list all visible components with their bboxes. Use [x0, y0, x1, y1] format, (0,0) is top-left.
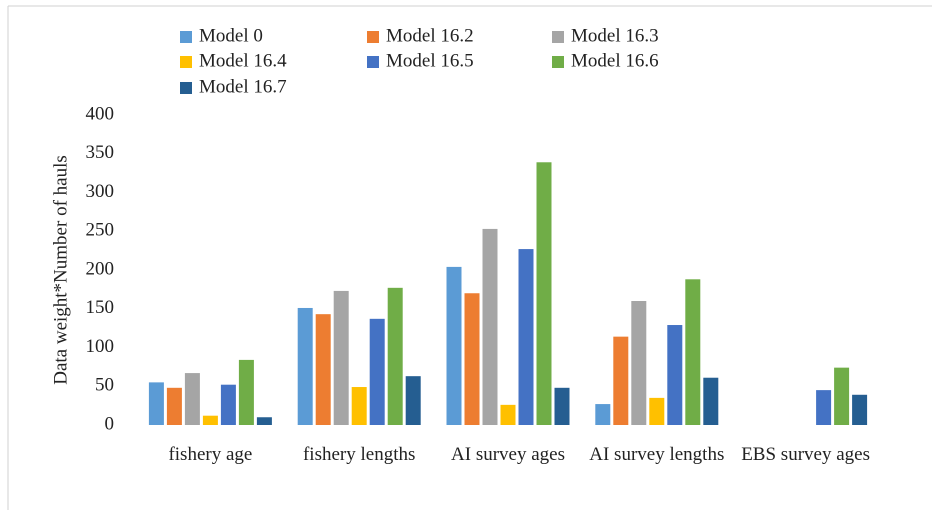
- y-tick-label: 50: [95, 375, 114, 396]
- bar: [184, 373, 200, 425]
- y-tick-label: 100: [86, 336, 115, 357]
- bar: [220, 384, 236, 425]
- y-axis-title: Data weight*Number of hauls: [50, 155, 71, 385]
- bar: [446, 266, 462, 425]
- y-tick-label: 350: [86, 142, 115, 163]
- legend-label: Model 0: [199, 25, 263, 46]
- bar: [148, 382, 164, 425]
- legend-label: Model 16.5: [386, 50, 474, 71]
- y-tick-label: 0: [105, 413, 115, 434]
- y-tick-label: 400: [86, 103, 115, 124]
- legend-swatch: [180, 56, 192, 68]
- legend-swatch: [552, 56, 564, 68]
- legend-swatch: [180, 31, 192, 43]
- bar: [649, 397, 665, 425]
- bar: [667, 325, 683, 425]
- legend-swatch: [367, 31, 379, 43]
- bar: [500, 404, 516, 425]
- bar: [464, 293, 480, 425]
- bar: [518, 249, 534, 425]
- legend-swatch: [367, 56, 379, 68]
- legend-label: Model 16.6: [571, 50, 659, 71]
- bar: [852, 394, 868, 425]
- bar: [166, 387, 182, 425]
- bar: [834, 367, 850, 425]
- bar: [297, 307, 313, 425]
- legend-swatch: [180, 82, 192, 94]
- bar: [613, 336, 629, 425]
- bar: [595, 404, 611, 425]
- bar: [703, 377, 719, 425]
- bar: [369, 318, 385, 425]
- x-tick-label: AI survey lengths: [589, 444, 725, 465]
- bar: [351, 387, 367, 425]
- x-tick-label: fishery lengths: [302, 444, 416, 465]
- x-tick-label: fishery age: [168, 444, 253, 465]
- bar: [238, 359, 254, 425]
- bar: [816, 390, 832, 425]
- bar: [256, 417, 272, 425]
- bar: [202, 415, 218, 425]
- bar: [554, 387, 570, 425]
- bar: [333, 290, 349, 425]
- bar: [315, 314, 331, 425]
- legend-label: Model 16.3: [571, 25, 659, 46]
- bar: [685, 279, 701, 425]
- y-tick-label: 250: [86, 220, 115, 241]
- x-tick-label: EBS survey ages: [741, 444, 870, 465]
- y-tick-label: 150: [86, 297, 115, 318]
- legend-swatch: [552, 31, 564, 43]
- x-tick-label: AI survey ages: [451, 444, 565, 465]
- legend-label: Model 16.4: [199, 50, 287, 71]
- bar: [387, 287, 403, 425]
- bar: [482, 228, 498, 425]
- legend-label: Model 16.2: [386, 25, 474, 46]
- bar: [536, 162, 552, 425]
- legend-label: Model 16.7: [199, 76, 287, 97]
- bar: [405, 376, 421, 425]
- y-tick-label: 200: [86, 258, 115, 279]
- bar: [631, 301, 647, 425]
- y-tick-label: 300: [86, 181, 115, 202]
